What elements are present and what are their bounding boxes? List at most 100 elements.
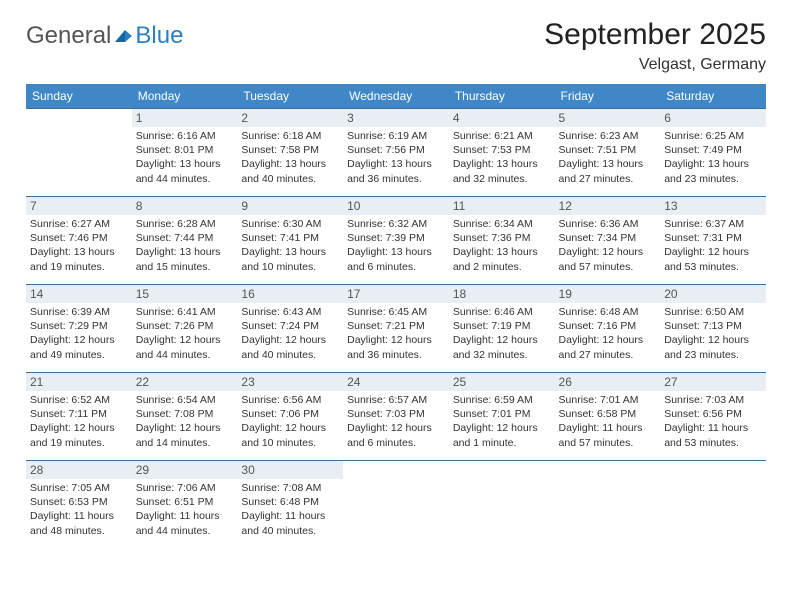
- day-details: Sunrise: 6:19 AMSunset: 7:56 PMDaylight:…: [347, 129, 445, 186]
- day-details: Sunrise: 6:54 AMSunset: 7:08 PMDaylight:…: [136, 393, 234, 450]
- day-details: Sunrise: 6:56 AMSunset: 7:06 PMDaylight:…: [241, 393, 339, 450]
- calendar-cell: 12 Sunrise: 6:36 AMSunset: 7:34 PMDayligh…: [555, 197, 661, 285]
- calendar-cell: 14 Sunrise: 6:39 AMSunset: 7:29 PMDayligh…: [26, 285, 132, 373]
- day-number: 30: [237, 461, 343, 479]
- dow-thursday: Thursday: [449, 84, 555, 109]
- day-number: 27: [660, 373, 766, 391]
- logo: General Blue: [26, 22, 183, 50]
- calendar-cell: 5 Sunrise: 6:23 AMSunset: 7:51 PMDaylight…: [555, 109, 661, 197]
- day-details: Sunrise: 6:59 AMSunset: 7:01 PMDaylight:…: [453, 393, 551, 450]
- logo-triangle-icon: [113, 26, 133, 46]
- month-title: September 2025: [544, 18, 766, 52]
- day-number: 17: [343, 285, 449, 303]
- calendar-cell: [555, 461, 661, 549]
- calendar-week: 1 Sunrise: 6:16 AMSunset: 8:01 PMDaylight…: [26, 109, 766, 197]
- day-details: Sunrise: 6:52 AMSunset: 7:11 PMDaylight:…: [30, 393, 128, 450]
- day-details: Sunrise: 6:28 AMSunset: 7:44 PMDaylight:…: [136, 217, 234, 274]
- day-details: Sunrise: 6:48 AMSunset: 7:16 PMDaylight:…: [559, 305, 657, 362]
- day-number: 16: [237, 285, 343, 303]
- day-details: Sunrise: 6:34 AMSunset: 7:36 PMDaylight:…: [453, 217, 551, 274]
- day-number: 29: [132, 461, 238, 479]
- day-number: 23: [237, 373, 343, 391]
- calendar-cell: [660, 461, 766, 549]
- calendar-table: Sunday Monday Tuesday Wednesday Thursday…: [26, 84, 766, 549]
- calendar-cell: 25 Sunrise: 6:59 AMSunset: 7:01 PMDayligh…: [449, 373, 555, 461]
- day-number: 6: [660, 109, 766, 127]
- day-number: 22: [132, 373, 238, 391]
- day-number: 19: [555, 285, 661, 303]
- day-details: Sunrise: 6:36 AMSunset: 7:34 PMDaylight:…: [559, 217, 657, 274]
- dow-monday: Monday: [132, 84, 238, 109]
- day-details: Sunrise: 6:50 AMSunset: 7:13 PMDaylight:…: [664, 305, 762, 362]
- day-details: Sunrise: 6:43 AMSunset: 7:24 PMDaylight:…: [241, 305, 339, 362]
- day-details: Sunrise: 6:27 AMSunset: 7:46 PMDaylight:…: [30, 217, 128, 274]
- calendar-cell: 28 Sunrise: 7:05 AMSunset: 6:53 PMDayligh…: [26, 461, 132, 549]
- day-number: 9: [237, 197, 343, 215]
- dow-header: Sunday Monday Tuesday Wednesday Thursday…: [26, 84, 766, 109]
- day-number: 7: [26, 197, 132, 215]
- calendar-cell: 10 Sunrise: 6:32 AMSunset: 7:39 PMDayligh…: [343, 197, 449, 285]
- day-details: Sunrise: 7:01 AMSunset: 6:58 PMDaylight:…: [559, 393, 657, 450]
- day-number: 10: [343, 197, 449, 215]
- calendar-cell: 6 Sunrise: 6:25 AMSunset: 7:49 PMDaylight…: [660, 109, 766, 197]
- calendar-cell: 3 Sunrise: 6:19 AMSunset: 7:56 PMDaylight…: [343, 109, 449, 197]
- calendar-cell: 17 Sunrise: 6:45 AMSunset: 7:21 PMDayligh…: [343, 285, 449, 373]
- day-details: Sunrise: 6:25 AMSunset: 7:49 PMDaylight:…: [664, 129, 762, 186]
- day-details: Sunrise: 6:21 AMSunset: 7:53 PMDaylight:…: [453, 129, 551, 186]
- calendar-week: 21Sunrise: 6:52 AMSunset: 7:11 PMDayligh…: [26, 373, 766, 461]
- day-number: 25: [449, 373, 555, 391]
- day-number: 28: [26, 461, 132, 479]
- calendar-cell: 21Sunrise: 6:52 AMSunset: 7:11 PMDayligh…: [26, 373, 132, 461]
- day-number: 13: [660, 197, 766, 215]
- dow-saturday: Saturday: [660, 84, 766, 109]
- calendar-cell: 11 Sunrise: 6:34 AMSunset: 7:36 PMDayligh…: [449, 197, 555, 285]
- day-details: Sunrise: 7:03 AMSunset: 6:56 PMDaylight:…: [664, 393, 762, 450]
- calendar-cell: [343, 461, 449, 549]
- day-number: 5: [555, 109, 661, 127]
- day-number: 1: [132, 109, 238, 127]
- dow-tuesday: Tuesday: [237, 84, 343, 109]
- day-number: 12: [555, 197, 661, 215]
- calendar-cell: 18 Sunrise: 6:46 AMSunset: 7:19 PMDayligh…: [449, 285, 555, 373]
- calendar-cell: 7 Sunrise: 6:27 AMSunset: 7:46 PMDaylight…: [26, 197, 132, 285]
- day-number: 4: [449, 109, 555, 127]
- day-number: 11: [449, 197, 555, 215]
- calendar-cell: [449, 461, 555, 549]
- calendar-cell: 13 Sunrise: 6:37 AMSunset: 7:31 PMDayligh…: [660, 197, 766, 285]
- day-details: Sunrise: 6:30 AMSunset: 7:41 PMDaylight:…: [241, 217, 339, 274]
- day-details: Sunrise: 6:16 AMSunset: 8:01 PMDaylight:…: [136, 129, 234, 186]
- day-details: Sunrise: 6:32 AMSunset: 7:39 PMDaylight:…: [347, 217, 445, 274]
- day-details: Sunrise: 7:06 AMSunset: 6:51 PMDaylight:…: [136, 481, 234, 538]
- day-number: 24: [343, 373, 449, 391]
- day-details: Sunrise: 6:45 AMSunset: 7:21 PMDaylight:…: [347, 305, 445, 362]
- day-details: Sunrise: 6:41 AMSunset: 7:26 PMDaylight:…: [136, 305, 234, 362]
- day-details: Sunrise: 6:57 AMSunset: 7:03 PMDaylight:…: [347, 393, 445, 450]
- calendar-cell: 26Sunrise: 7:01 AMSunset: 6:58 PMDayligh…: [555, 373, 661, 461]
- location: Velgast, Germany: [544, 56, 766, 74]
- calendar-week: 14 Sunrise: 6:39 AMSunset: 7:29 PMDayligh…: [26, 285, 766, 373]
- day-number: 14: [26, 285, 132, 303]
- calendar-cell: 4 Sunrise: 6:21 AMSunset: 7:53 PMDaylight…: [449, 109, 555, 197]
- title-block: September 2025 Velgast, Germany: [544, 18, 766, 74]
- day-details: Sunrise: 6:18 AMSunset: 7:58 PMDaylight:…: [241, 129, 339, 186]
- day-number: 8: [132, 197, 238, 215]
- calendar-cell: 29 Sunrise: 7:06 AMSunset: 6:51 PMDayligh…: [132, 461, 238, 549]
- calendar-cell: 27 Sunrise: 7:03 AMSunset: 6:56 PMDayligh…: [660, 373, 766, 461]
- day-details: Sunrise: 6:37 AMSunset: 7:31 PMDaylight:…: [664, 217, 762, 274]
- day-number: 20: [660, 285, 766, 303]
- calendar-cell: 30 Sunrise: 7:08 AMSunset: 6:48 PMDayligh…: [237, 461, 343, 549]
- day-number: 3: [343, 109, 449, 127]
- day-details: Sunrise: 7:05 AMSunset: 6:53 PMDaylight:…: [30, 481, 128, 538]
- dow-friday: Friday: [555, 84, 661, 109]
- day-details: Sunrise: 6:23 AMSunset: 7:51 PMDaylight:…: [559, 129, 657, 186]
- calendar-cell: 22 Sunrise: 6:54 AMSunset: 7:08 PMDayligh…: [132, 373, 238, 461]
- calendar-week: 28 Sunrise: 7:05 AMSunset: 6:53 PMDayligh…: [26, 461, 766, 549]
- dow-wednesday: Wednesday: [343, 84, 449, 109]
- calendar-cell: 9 Sunrise: 6:30 AMSunset: 7:41 PMDaylight…: [237, 197, 343, 285]
- logo-text-general: General: [26, 22, 111, 50]
- day-details: Sunrise: 7:08 AMSunset: 6:48 PMDaylight:…: [241, 481, 339, 538]
- calendar-cell: 16 Sunrise: 6:43 AMSunset: 7:24 PMDayligh…: [237, 285, 343, 373]
- day-number: 18: [449, 285, 555, 303]
- day-details: Sunrise: 6:46 AMSunset: 7:19 PMDaylight:…: [453, 305, 551, 362]
- day-details: Sunrise: 6:39 AMSunset: 7:29 PMDaylight:…: [30, 305, 128, 362]
